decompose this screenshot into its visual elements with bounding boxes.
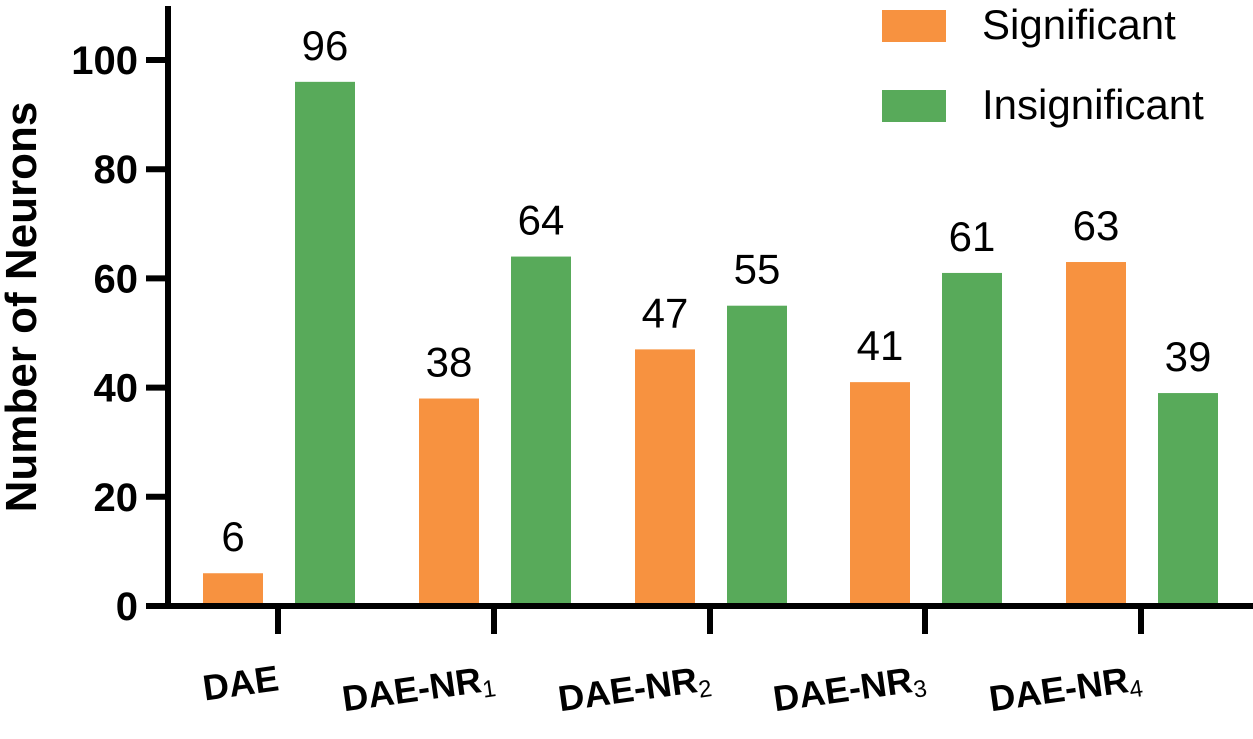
x-tick-label-group-3: DAE-NR2	[556, 657, 714, 723]
legend-item-insignificant: Insignificant	[882, 81, 1204, 128]
data-label-significant-4: 41	[857, 322, 904, 369]
x-tick-label-group-4: DAE-NR3	[771, 657, 929, 723]
y-tick-label-20: 20	[94, 476, 139, 520]
x-tick-label-group-1: DAE	[200, 657, 281, 708]
y-tick-label-80: 80	[94, 148, 139, 192]
data-label-significant-3: 47	[642, 289, 689, 336]
data-label-insignificant-2: 64	[518, 197, 565, 244]
x-tick-label-group-2: DAE-NR1	[340, 657, 498, 723]
legend-swatch-significant	[882, 10, 946, 42]
x-tick-label-2: DAE-NR1	[340, 657, 498, 723]
y-tick-label-0: 0	[116, 585, 138, 629]
bars-layer	[203, 81, 1218, 607]
legend-swatch-insignificant	[882, 90, 946, 122]
legend-item-significant: Significant	[882, 1, 1176, 48]
data-label-insignificant-4: 61	[949, 213, 996, 260]
x-tick-label-group-5: DAE-NR4	[987, 657, 1145, 723]
bar-significant-2	[419, 398, 479, 606]
y-tick-label-60: 60	[94, 257, 139, 301]
bar-insignificant-2	[511, 256, 571, 606]
x-tick-label-3: DAE-NR2	[556, 657, 714, 723]
x-tick-label-1: DAE	[200, 657, 281, 708]
bar-insignificant-4	[942, 272, 1002, 606]
legend: Significant Insignificant	[882, 1, 1204, 128]
bar-significant-3	[635, 349, 695, 606]
bar-significant-4	[850, 382, 910, 606]
data-label-significant-1: 6	[221, 513, 244, 560]
data-label-insignificant-5: 39	[1165, 333, 1212, 380]
bar-significant-1	[203, 573, 263, 606]
legend-label-insignificant: Insignificant	[982, 81, 1204, 128]
data-label-insignificant-1: 96	[302, 22, 349, 69]
bar-insignificant-5	[1158, 393, 1218, 606]
bar-significant-5	[1066, 262, 1126, 606]
bar-insignificant-1	[295, 81, 355, 607]
y-tick-label-100: 100	[71, 39, 138, 83]
data-label-significant-5: 63	[1073, 202, 1120, 249]
labels-layer: 6 38 47 41 63 96 64 55 61 39	[221, 22, 1211, 560]
x-tick-label-5: DAE-NR4	[987, 657, 1145, 723]
y-axis-title: Number of Neurons	[0, 102, 46, 513]
legend-label-significant: Significant	[982, 1, 1176, 48]
data-label-significant-2: 38	[426, 339, 473, 386]
x-tick-label-4: DAE-NR3	[771, 657, 929, 723]
data-label-insignificant-3: 55	[734, 246, 781, 293]
bar-insignificant-3	[727, 305, 787, 606]
y-tick-label-40: 40	[94, 367, 139, 411]
